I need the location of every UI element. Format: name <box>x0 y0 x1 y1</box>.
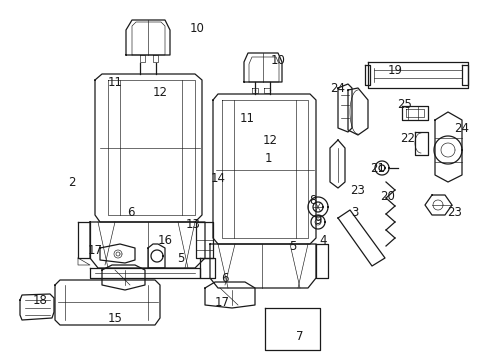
Text: 1: 1 <box>264 152 271 165</box>
Text: 14: 14 <box>210 171 225 184</box>
Text: 13: 13 <box>185 219 200 231</box>
Text: 7: 7 <box>296 329 303 342</box>
Text: 25: 25 <box>397 99 411 112</box>
Text: 6: 6 <box>127 207 135 220</box>
Text: 9: 9 <box>314 213 321 226</box>
Text: 10: 10 <box>189 22 204 35</box>
Text: 22: 22 <box>400 131 415 144</box>
Text: 24: 24 <box>330 81 345 94</box>
Text: 20: 20 <box>380 189 395 202</box>
Text: 18: 18 <box>33 293 47 306</box>
Text: 5: 5 <box>177 252 184 265</box>
Text: 21: 21 <box>370 162 385 175</box>
Text: 23: 23 <box>350 184 365 197</box>
Text: 12: 12 <box>262 134 277 147</box>
Text: 17: 17 <box>87 243 102 256</box>
Text: 19: 19 <box>386 63 402 77</box>
Text: 10: 10 <box>270 54 285 67</box>
Text: 16: 16 <box>157 234 172 247</box>
Text: 12: 12 <box>152 85 167 99</box>
Text: 6: 6 <box>221 271 228 284</box>
Text: 8: 8 <box>309 194 316 207</box>
Text: 5: 5 <box>289 240 296 253</box>
Text: 11: 11 <box>107 76 122 89</box>
Text: 3: 3 <box>350 206 358 219</box>
Text: 17: 17 <box>214 296 229 309</box>
Text: 11: 11 <box>239 112 254 125</box>
Text: 23: 23 <box>447 207 462 220</box>
Text: 15: 15 <box>107 311 122 324</box>
Text: 24: 24 <box>453 122 468 135</box>
Text: 2: 2 <box>68 176 76 189</box>
Text: 4: 4 <box>319 234 326 247</box>
